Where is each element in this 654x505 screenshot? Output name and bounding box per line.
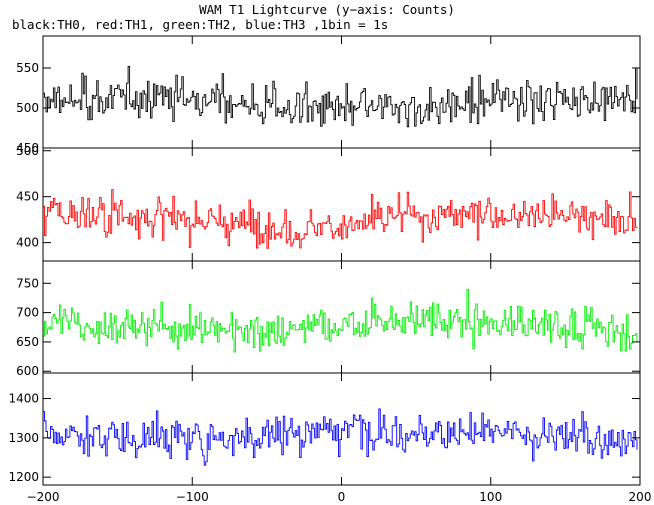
y-tick-label: 650 [16, 335, 39, 349]
chart-title: WAM T1 Lightcurve (y−axis: Counts) [199, 2, 455, 17]
y-tick-label: 750 [16, 276, 39, 290]
y-tick-label: 400 [16, 236, 39, 250]
y-tick-label: 550 [16, 61, 39, 75]
series-th0-line [43, 66, 638, 128]
x-tick-label: 0 [338, 490, 346, 504]
series-th3-line [43, 408, 638, 466]
x-tick-label: 100 [479, 490, 502, 504]
series-th2-line [43, 288, 638, 353]
chart-subtitle: black:TH0, red:TH1, green:TH2, blue:TH3 … [12, 17, 389, 32]
x-tick-label: −100 [176, 490, 209, 504]
y-tick-label: 500 [16, 101, 39, 115]
y-tick-label: 600 [16, 364, 39, 378]
panel-th2: 600 650 700 750 [16, 260, 641, 378]
y-tick-label: 500 [16, 144, 39, 158]
y-tick-label: 450 [16, 190, 39, 204]
series-th1-line [43, 189, 638, 249]
x-tick-label: −200 [27, 490, 60, 504]
panel-frame [42, 147, 641, 262]
y-tick-label: 450 [16, 141, 39, 155]
y-tick-label: 700 [16, 306, 39, 320]
y-tick-label: 1300 [8, 431, 39, 445]
y-tick-label: 1400 [8, 392, 39, 406]
y-tick-label: 1200 [8, 470, 39, 484]
panel-th3: 1200 1300 1400 [8, 372, 641, 486]
x-tick-label: 200 [629, 490, 652, 504]
